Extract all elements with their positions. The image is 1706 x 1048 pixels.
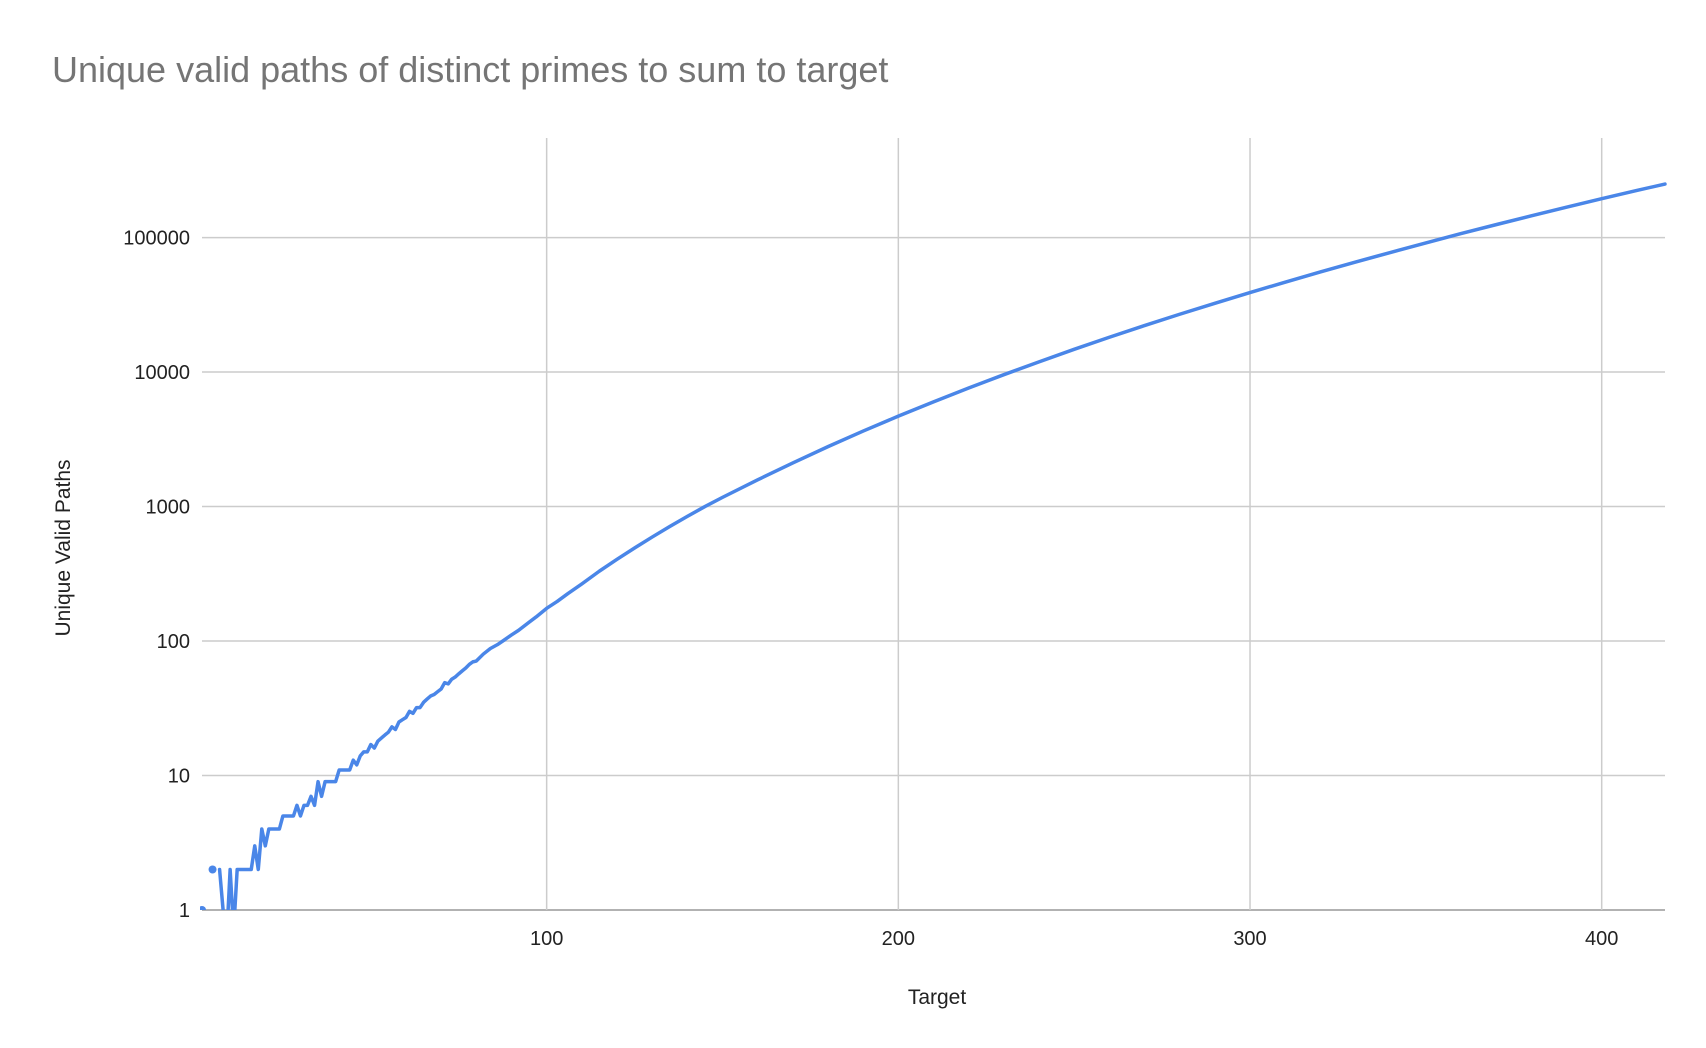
series-point [200, 906, 206, 910]
series-point [208, 865, 217, 874]
x-tick-label: 400 [1585, 928, 1618, 950]
y-tick-label: 1000 [146, 497, 191, 519]
y-tick-label: 10 [168, 766, 190, 788]
chart-title: Unique valid paths of distinct primes to… [52, 49, 888, 90]
x-tick-label: 200 [882, 928, 915, 950]
y-tick-label: 100 [157, 631, 190, 653]
y-tick-label: 100000 [123, 228, 190, 250]
series-layer [200, 182, 1667, 910]
series-line [217, 182, 1667, 910]
y-tick-label: 10000 [134, 362, 190, 384]
x-tick-label: 300 [1233, 928, 1266, 950]
y-tick-label: 1 [179, 900, 190, 922]
gridlines [202, 138, 1665, 911]
axis-ticks: 1 10 100 1000 10000 100000 100 200 300 400 [123, 228, 1618, 950]
x-axis-label: Target [908, 986, 967, 1009]
y-axis-label: Unique Valid Paths [52, 459, 75, 636]
x-tick-label: 100 [530, 928, 563, 950]
